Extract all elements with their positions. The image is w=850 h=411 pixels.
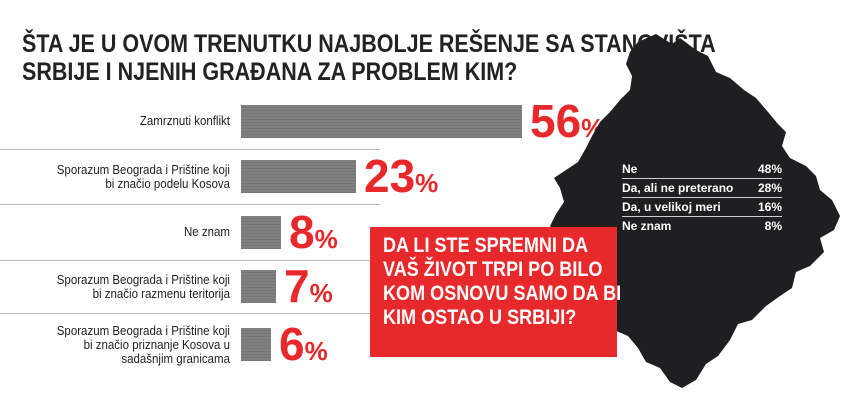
- category-label: Sporazum Beograda i Prištine koji bi znač…: [18, 273, 230, 301]
- table-row: Ne znam 8%: [622, 217, 782, 235]
- bar-value-label: 6%: [279, 321, 328, 374]
- table-row: Da, u velikoj meri 16%: [622, 198, 782, 217]
- category-label: Sporazum Beograda i Prištine koji bi znač…: [18, 324, 230, 366]
- map-silhouette: [550, 34, 840, 388]
- table-row-value: 48%: [757, 162, 782, 176]
- category-label: Zamrznuti konflikt: [18, 114, 230, 128]
- chart-title-line: ŠTA JE U OVOM TRENUTKU NAJBOLJE REŠENJE …: [22, 30, 716, 58]
- value-number: 7: [284, 260, 310, 312]
- value-number: 6: [279, 318, 305, 370]
- table-row-value: 16%: [757, 200, 782, 214]
- table-row-label: Ne znam: [622, 219, 672, 233]
- chart-row: Ne znam 8%: [0, 204, 380, 261]
- category-label-line: sadašnjim granicama: [121, 352, 230, 366]
- percent-sign: %: [309, 278, 333, 308]
- question-text: DA LI STE SPREMNI DA VAŠ ŽIVOT TRPI PO B…: [383, 234, 621, 330]
- table-row: Ne 48%: [622, 160, 782, 179]
- bar-value-label: 23%: [364, 153, 438, 206]
- category-label-line: Sporazum Beograda i Prištine koji: [56, 163, 230, 177]
- bar-value-label: 7%: [284, 263, 333, 316]
- table-row-label: Da, u velikoj meri: [622, 200, 721, 214]
- value-number: 23: [364, 150, 416, 202]
- table-row: Da, ali ne preterano 28%: [622, 179, 782, 198]
- category-label-line: bi značio razmenu teritorija: [92, 287, 230, 301]
- bar: [241, 105, 522, 138]
- category-label-line: Sporazum Beograda i Prištine koji: [56, 324, 230, 338]
- question-line: KIM OSTAO U SRBIJI?: [383, 306, 577, 329]
- chart-row: Zamrznuti konflikt 56%: [0, 93, 604, 150]
- category-label-line: Sporazum Beograda i Prištine koji: [56, 273, 230, 287]
- chart-title: ŠTA JE U OVOM TRENUTKU NAJBOLJE REŠENJE …: [22, 30, 716, 86]
- table-row-label: Da, ali ne preterano: [622, 181, 734, 195]
- bar: [241, 270, 276, 303]
- value-number: 8: [289, 206, 315, 258]
- bar-value-label: 8%: [289, 209, 338, 262]
- value-number: 56: [530, 95, 582, 147]
- kosovo-map-icon: [550, 34, 840, 388]
- question-line: KOM OSNOVU SAMO DA BI: [383, 282, 622, 305]
- survey-results-table: Ne 48% Da, ali ne preterano 28% Da, u veliko…: [622, 160, 782, 235]
- category-label-line: Zamrznuti konflikt: [139, 114, 230, 128]
- category-label: Sporazum Beograda i Prištine koji bi znač…: [18, 163, 230, 191]
- percent-sign: %: [415, 168, 439, 198]
- bar: [241, 328, 271, 361]
- category-label-line: bi značio priznanje Kosova u: [83, 338, 230, 352]
- chart-title-line: SRBIJE I NJENIH GRAĐANA ZA PROBLEM KIM?: [22, 58, 518, 86]
- chart-row: Sporazum Beograda i Prištine koji bi znač…: [0, 260, 380, 314]
- bar: [241, 216, 281, 249]
- question-callout: [370, 227, 617, 357]
- category-label-line: Ne znam: [183, 225, 230, 239]
- category-label-line: bi značio podelu Kosova: [105, 177, 230, 191]
- chart-row: Sporazum Beograda i Prištine koji bi znač…: [0, 313, 380, 376]
- bar: [241, 160, 356, 193]
- question-line: DA LI STE SPREMNI DA: [383, 234, 589, 257]
- table-row-value: 8%: [764, 219, 782, 233]
- table-row-label: Ne: [622, 162, 638, 176]
- table-row-value: 28%: [757, 181, 782, 195]
- chart-row: Sporazum Beograda i Prištine koji bi znač…: [0, 149, 438, 205]
- percent-sign: %: [304, 336, 328, 366]
- question-line: VAŠ ŽIVOT TRPI PO BILO: [383, 258, 603, 281]
- category-label: Ne znam: [18, 225, 230, 239]
- percent-sign: %: [314, 224, 338, 254]
